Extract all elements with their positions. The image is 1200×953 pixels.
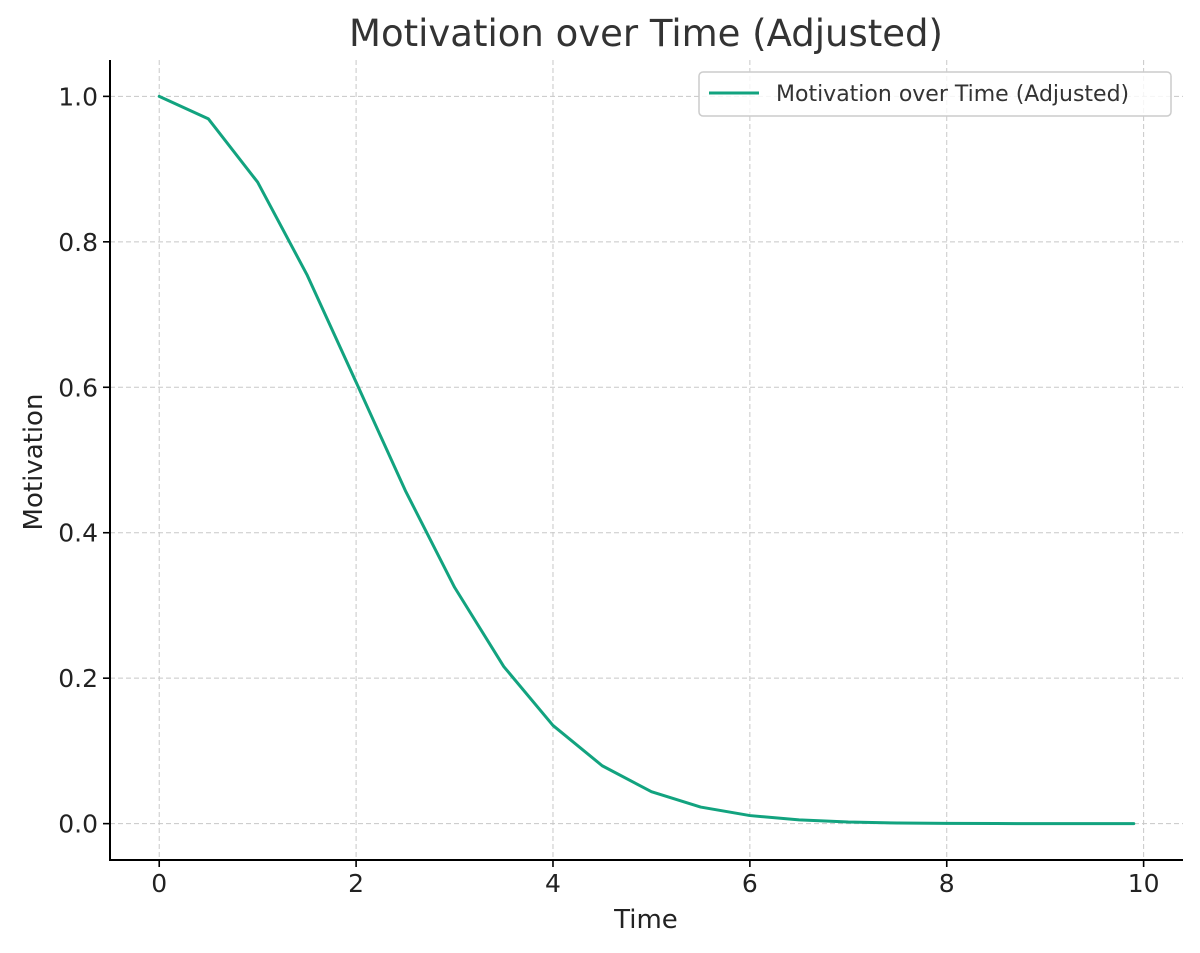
chart-title: Motivation over Time (Adjusted)	[349, 12, 943, 55]
series-line	[157, 94, 1136, 826]
x-tick-label: 10	[1128, 869, 1160, 898]
y-tick-label: 0.4	[58, 519, 98, 548]
axes	[109, 60, 1183, 861]
y-tick-label: 1.0	[58, 82, 98, 111]
x-tick-label: 6	[742, 869, 758, 898]
y-axis-label: Motivation	[19, 394, 49, 531]
x-tick-label: 2	[348, 869, 364, 898]
x-tick-label: 0	[151, 869, 167, 898]
legend: Motivation over Time (Adjusted)	[698, 71, 1172, 117]
ticks: 0 2 4 6 8 10 0.0 0.2 0.4 0.6 0.8 1.0	[58, 82, 1159, 898]
legend-frame	[698, 71, 1172, 117]
y-tick-label: 0.0	[58, 810, 98, 839]
grid-lines	[110, 60, 1183, 860]
y-tick-label: 0.2	[58, 664, 98, 693]
x-tick-label: 4	[545, 869, 561, 898]
y-tick-label: 0.6	[58, 373, 98, 402]
legend-label: Motivation over Time (Adjusted)	[776, 82, 1129, 107]
x-tick-label: 8	[939, 869, 955, 898]
y-tick-label: 0.8	[58, 228, 98, 257]
series-group	[157, 94, 1136, 826]
x-axis-label: Time	[613, 905, 678, 935]
